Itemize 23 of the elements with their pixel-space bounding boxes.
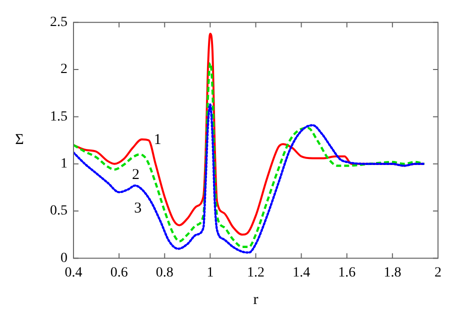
x-tick-label: 1.8: [384, 265, 402, 280]
x-tick-label: 0.4: [64, 265, 82, 280]
y-tick-label: 1: [60, 156, 68, 172]
y-tick-label: 0.5: [50, 204, 68, 219]
line-series: [74, 103, 426, 254]
series-label: 2: [132, 167, 140, 184]
series-label: 1: [154, 132, 162, 148]
y-axis-title: Σ: [15, 132, 24, 148]
y-tick-label: 2: [60, 62, 68, 78]
y-tick-label: 1.5: [50, 109, 68, 124]
x-tick-label: 0.6: [110, 265, 128, 280]
line-series: [74, 32, 426, 236]
x-tick-label: 1.4: [292, 265, 310, 280]
line-series: [74, 62, 426, 248]
y-tick-label: 0: [60, 250, 68, 266]
x-tick-label: 1.2: [247, 265, 264, 280]
x-tick-label: 0.8: [156, 265, 174, 280]
y-tick-label: 2.5: [50, 15, 68, 30]
x-axis-title: r: [253, 292, 258, 308]
series-label: 3: [134, 200, 142, 216]
x-tick-label: 1: [206, 265, 214, 280]
x-tick-label: 1.6: [338, 265, 356, 280]
x-tick-label: 2: [434, 265, 442, 280]
